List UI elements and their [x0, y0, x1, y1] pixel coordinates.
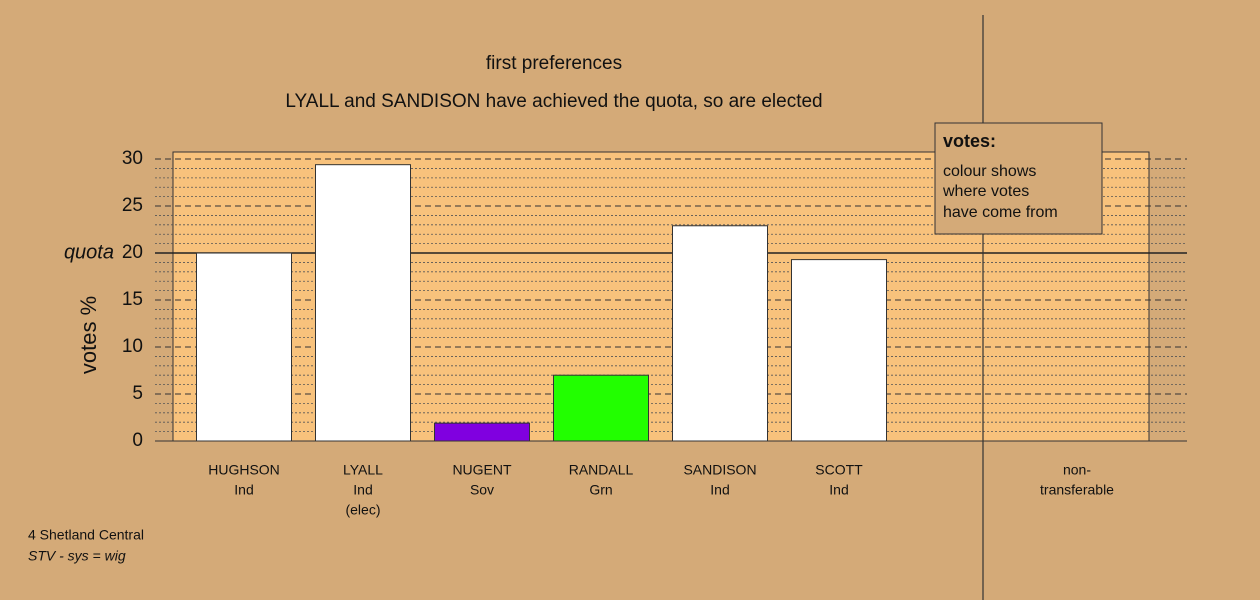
x-tick-label: transferable — [1040, 482, 1114, 498]
bar — [434, 422, 530, 442]
x-tick-label: Ind — [710, 482, 729, 498]
bar — [672, 225, 768, 442]
chart-subtitle: LYALL and SANDISON have achieved the quo… — [285, 91, 822, 112]
x-tick-label: Grn — [589, 482, 612, 498]
legend-box — [934, 122, 1103, 235]
footer-line: STV - sys = wig — [28, 548, 126, 564]
bar — [196, 252, 292, 442]
x-tick-label: LYALL — [343, 462, 383, 478]
x-tick-label: HUGHSON — [208, 462, 280, 478]
x-tick-label: SCOTT — [815, 462, 863, 478]
y-tick-label: 30 — [122, 148, 143, 169]
y-tick-label: 0 — [132, 430, 143, 451]
y-tick-label: 15 — [122, 289, 143, 310]
bar — [315, 164, 411, 442]
footer-line: 4 Shetland Central — [28, 527, 144, 543]
legend: votes: colour shows where votes have com… — [934, 122, 1103, 235]
bar — [791, 259, 887, 442]
x-tick-label: Ind — [353, 482, 372, 498]
legend-title: votes: — [943, 131, 996, 151]
x-tick-label: non- — [1063, 462, 1091, 478]
legend-text: have come from — [943, 204, 1058, 221]
x-tick-label: NUGENT — [452, 462, 512, 478]
bar — [553, 374, 649, 442]
chart-title: first preferences — [486, 53, 622, 74]
x-tick-label: (elec) — [345, 502, 380, 518]
legend-text: colour shows — [943, 163, 1036, 180]
x-tick-label: RANDALL — [569, 462, 634, 478]
x-tick-label: SANDISON — [683, 462, 756, 478]
y-axis-label: votes % — [76, 296, 101, 374]
x-tick-label: Sov — [470, 482, 494, 498]
y-tick-label: 25 — [122, 195, 143, 216]
y-tick-label: 5 — [132, 383, 143, 404]
y-tick-label: 10 — [122, 336, 143, 357]
legend-text: where votes — [942, 183, 1029, 200]
quota-label: quota — [64, 241, 114, 263]
y-tick-label: 20 — [122, 242, 143, 263]
x-tick-label: Ind — [234, 482, 253, 498]
x-tick-label: Ind — [829, 482, 848, 498]
